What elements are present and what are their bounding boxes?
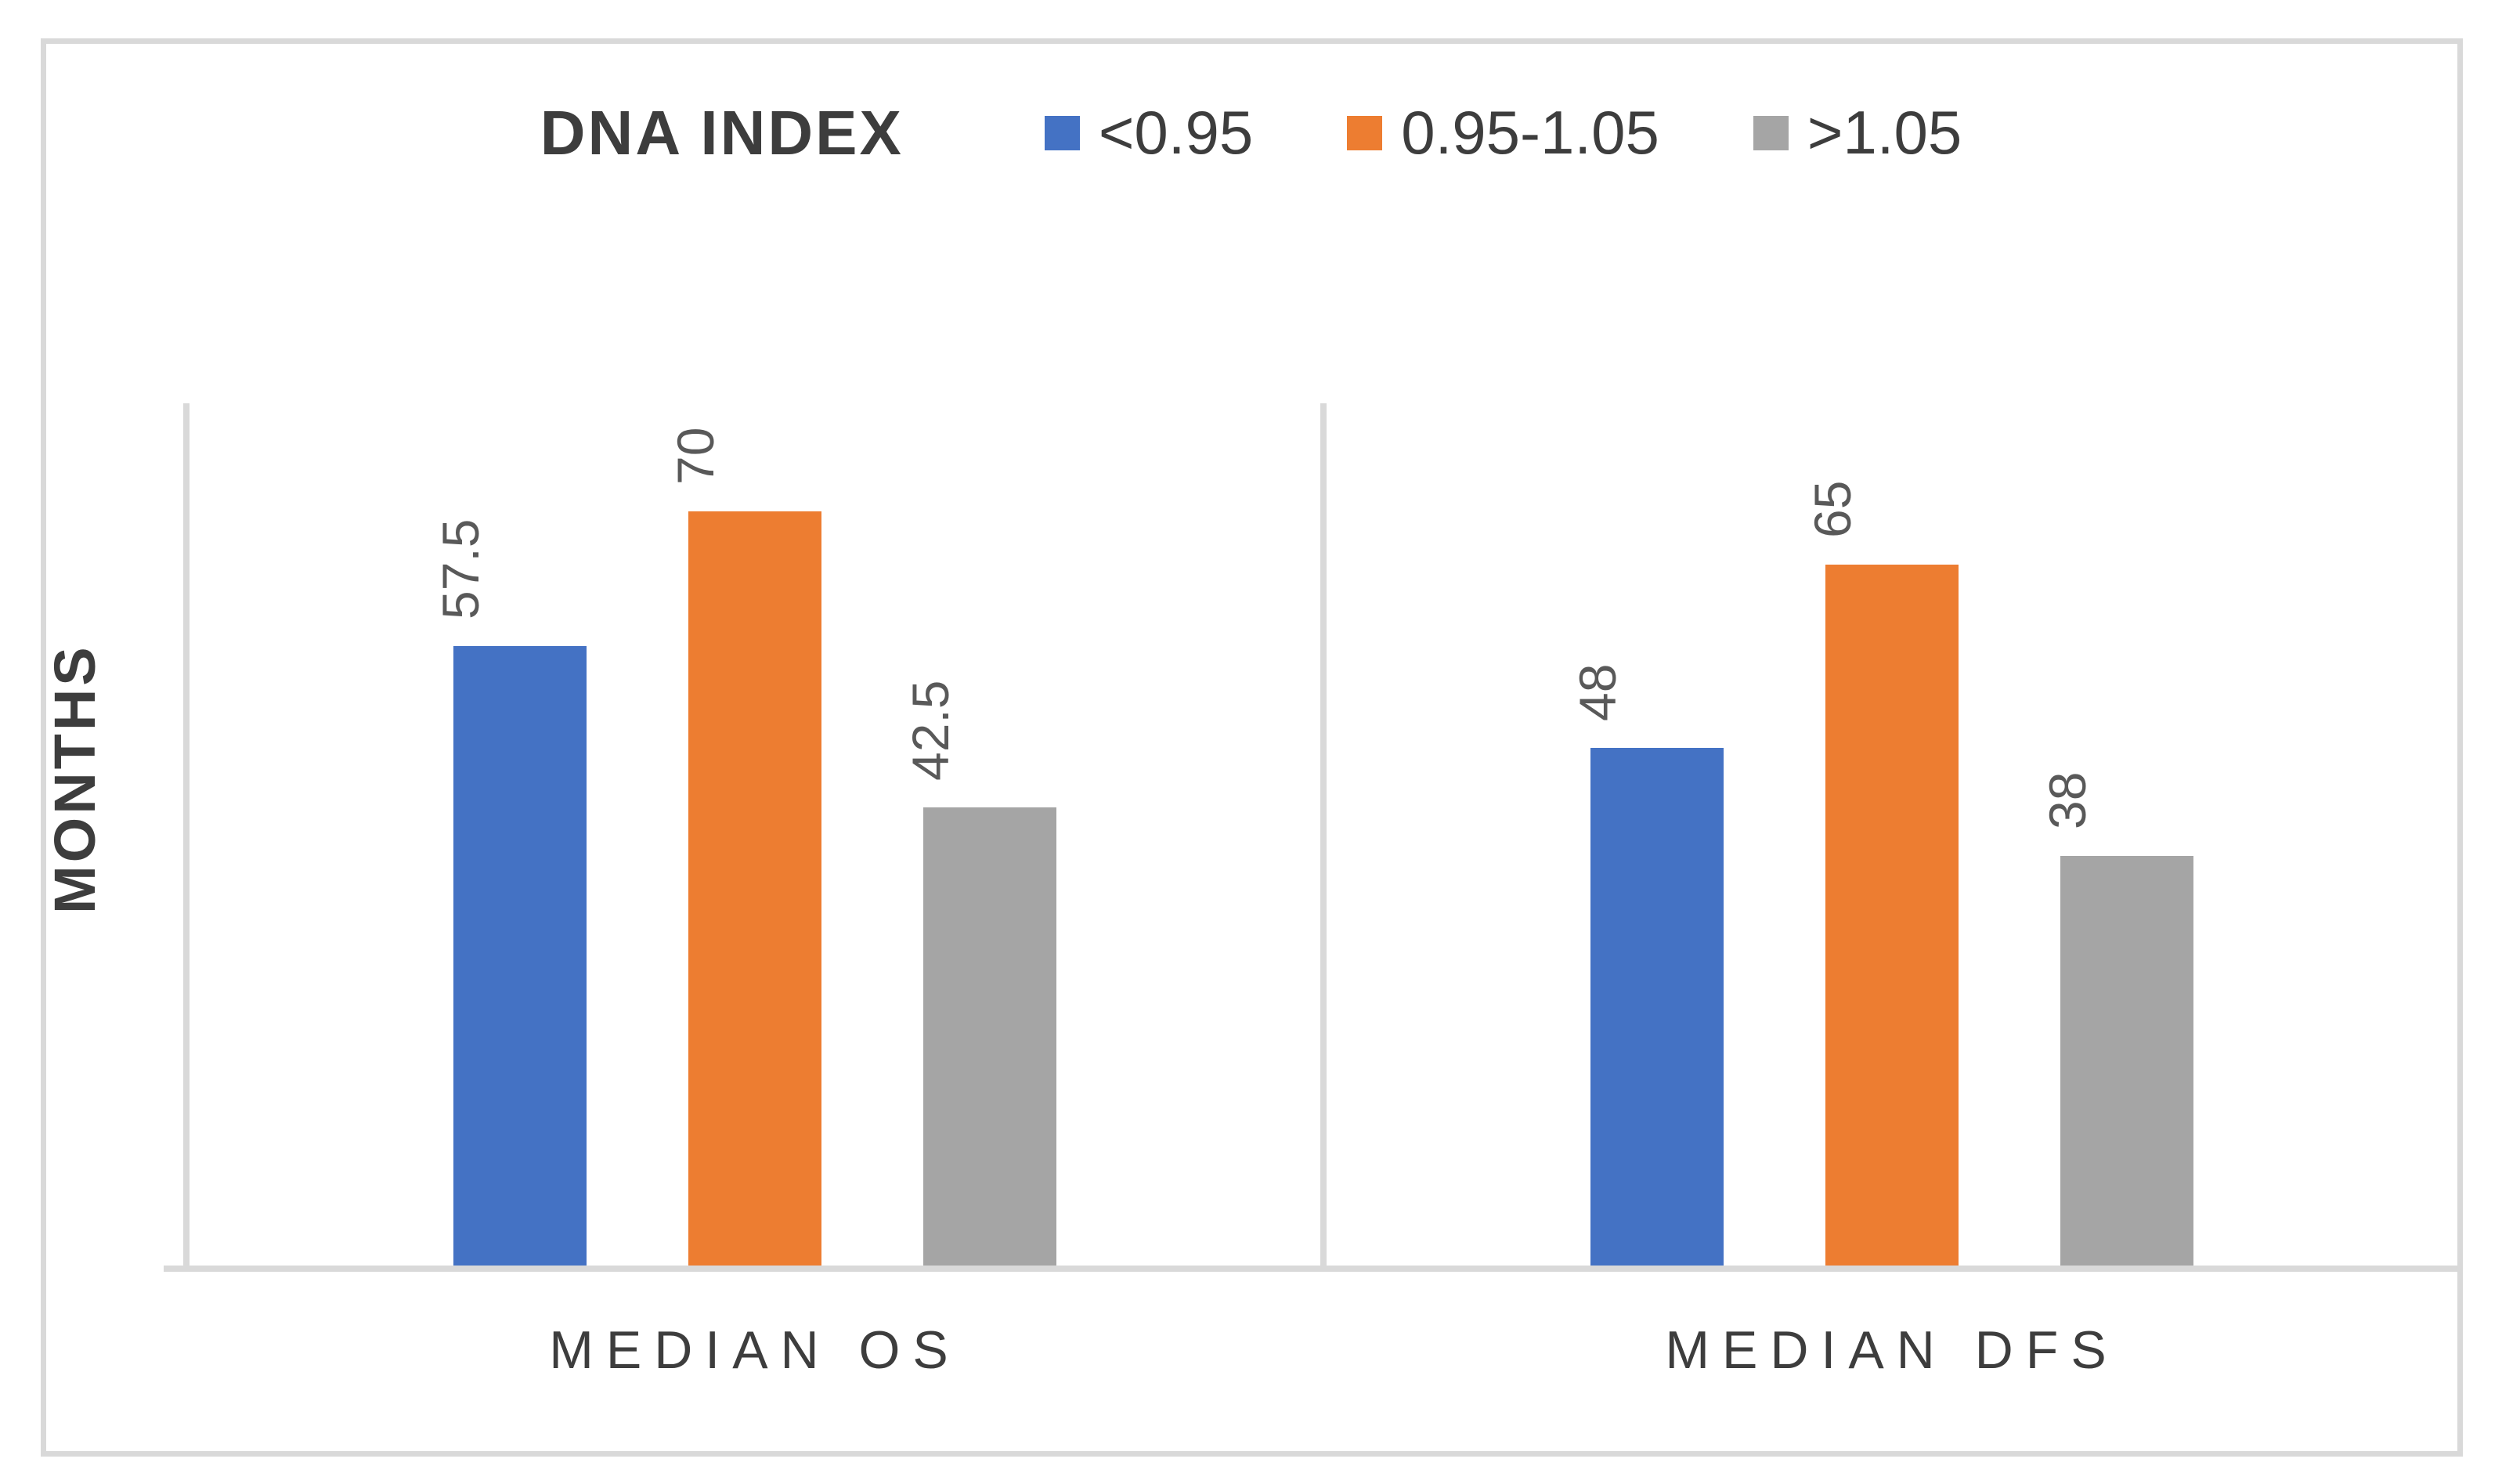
bar-value-label: 57.5 xyxy=(431,518,489,619)
legend-label: <0.95 xyxy=(1098,98,1254,167)
bar-median-dfs-series-2 xyxy=(2060,856,2193,1266)
y-axis-title: MONTHS xyxy=(42,644,107,914)
category-label-median-os: MEDIAN OS xyxy=(549,1320,961,1380)
legend-item-095-105: 0.95-1.05 xyxy=(1347,97,1659,168)
legend-label: 0.95-1.05 xyxy=(1401,98,1659,167)
x-axis-line xyxy=(164,1266,2461,1272)
y-axis-line xyxy=(183,403,190,1266)
bar-value-label: 38 xyxy=(2038,771,2096,829)
bar-median-os-series-1 xyxy=(688,511,821,1266)
legend-label: >1.05 xyxy=(1807,98,1962,167)
plot-area: 57.5 70 42.5 48 65 38 xyxy=(164,403,2461,1272)
bar-value-label: 42.5 xyxy=(901,680,959,781)
bar-median-dfs-series-0 xyxy=(1590,748,1724,1266)
bar-median-os-series-2 xyxy=(923,807,1056,1266)
bar-value-label: 48 xyxy=(1569,663,1626,721)
bar-median-dfs-series-1 xyxy=(1825,565,1959,1266)
chart-title: DNA INDEX xyxy=(540,97,904,168)
legend-item-lt-095: <0.95 xyxy=(1044,97,1254,168)
bar-value-label: 70 xyxy=(666,427,724,485)
chart-outer-border xyxy=(41,38,2463,1457)
legend-item-gt-105: >1.05 xyxy=(1753,97,1962,168)
legend-swatch-gray-icon xyxy=(1753,115,1789,150)
legend-swatch-blue-icon xyxy=(1044,115,1080,150)
legend: DNA INDEX <0.95 0.95-1.05 >1.05 xyxy=(0,88,2502,178)
category-separator-line xyxy=(1320,403,1327,1266)
legend-swatch-orange-icon xyxy=(1347,115,1383,150)
bar-median-os-series-0 xyxy=(453,646,587,1266)
bar-value-label: 65 xyxy=(1803,480,1861,538)
category-label-median-dfs: MEDIAN DFS xyxy=(1665,1320,2119,1380)
